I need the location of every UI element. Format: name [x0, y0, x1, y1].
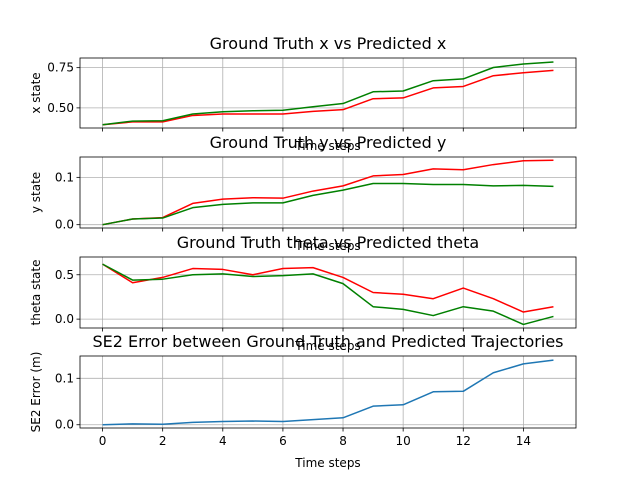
x-tick-label: 2	[159, 434, 167, 448]
series-line-1	[102, 359, 554, 426]
chart-title: Ground Truth theta vs Predicted theta	[177, 233, 479, 252]
series-line-1	[102, 159, 554, 226]
y-tick-label: 0.1	[55, 170, 74, 184]
x-tick-label: 12	[456, 434, 471, 448]
y-axis-label: theta state	[29, 260, 43, 326]
x-tick-label: 8	[339, 434, 347, 448]
y-tick-label: 0.0	[55, 218, 74, 232]
y-tick-label: 0.0	[55, 418, 74, 432]
y-axis-label: x state	[29, 72, 43, 113]
axes-frame	[79, 156, 577, 229]
x-tick-label: 6	[279, 434, 287, 448]
chart-title: Ground Truth y vs Predicted y	[210, 133, 447, 152]
x-tick-label: 10	[396, 434, 411, 448]
y-axis-label: SE2 Error (m)	[29, 352, 43, 433]
axes-frame	[79, 256, 577, 329]
y-tick-label: 0.75	[47, 61, 74, 75]
series-line-1	[102, 263, 554, 313]
chart-panel-4: 0 2 4 6 8 10 12 14 0.0 0.1 Time steps SE2 Error (m)…	[29, 332, 577, 470]
chart-panel-2: 0.0 0.1 Time steps y state Ground Truth y vs…	[29, 133, 577, 253]
axes-frame	[79, 57, 577, 129]
chart-panel-3: 0.0 0.5 Time steps theta state Ground Truth …	[29, 233, 577, 353]
x-tick-label: 0	[99, 434, 107, 448]
y-tick-label: 0.0	[55, 312, 74, 326]
chart-title: Ground Truth x vs Predicted x	[210, 34, 447, 53]
x-tick-label: 4	[219, 434, 227, 448]
x-axis-label: Time steps	[294, 456, 360, 470]
y-axis-label: y state	[29, 172, 43, 213]
x-tick-label: 14	[516, 434, 531, 448]
series-line-2	[102, 263, 554, 326]
chart-panel-1: 0.50 0.75 Time steps x state Ground Truth x …	[29, 34, 577, 153]
x-axis-label: Time steps	[294, 239, 360, 253]
series-line-2	[102, 182, 554, 226]
x-axis-label: Time steps	[294, 339, 360, 353]
axes-frame	[79, 355, 577, 429]
y-tick-label: 0.50	[47, 101, 74, 115]
chart-title: SE2 Error between Ground Truth and Predi…	[92, 332, 563, 351]
x-axis-label: Time steps	[294, 139, 360, 153]
y-tick-label: 0.1	[55, 371, 74, 385]
y-tick-label: 0.5	[55, 268, 74, 282]
series-line-1	[102, 69, 554, 126]
series-line-2	[102, 61, 554, 126]
